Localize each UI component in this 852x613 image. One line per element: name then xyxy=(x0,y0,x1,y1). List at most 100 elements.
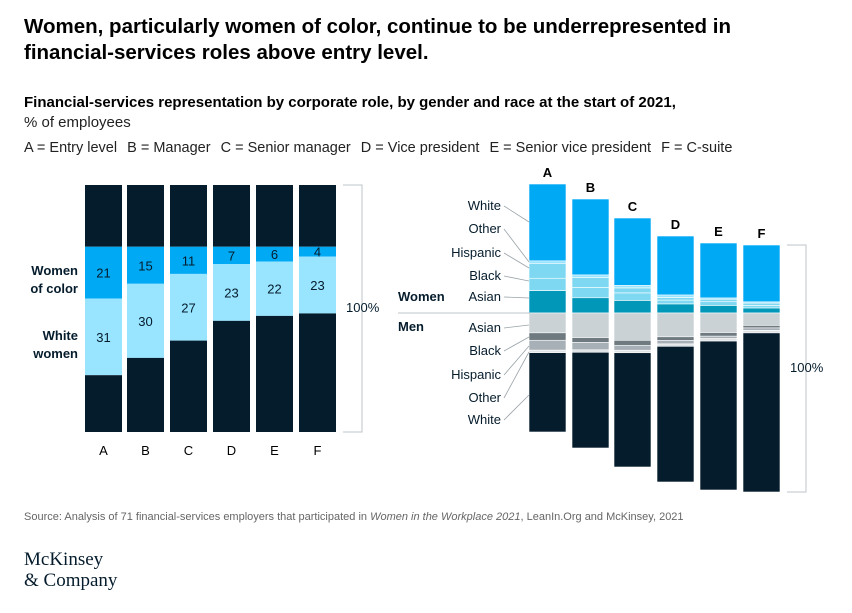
legend-item-a: A = Entry level xyxy=(24,140,118,156)
women-white-bar xyxy=(742,244,781,303)
men-hispanic-bar xyxy=(742,327,781,331)
source-suffix: , LeanIn.Org and McKinsey, 2021 xyxy=(520,511,684,523)
left-axis-label: F xyxy=(314,443,322,458)
women-of-color-value: 21 xyxy=(96,266,110,281)
men-bar-segment-bottom xyxy=(85,375,122,432)
men-white-bar xyxy=(528,352,567,433)
women-asian-bar xyxy=(528,290,567,314)
women-other-bar xyxy=(656,294,695,298)
white-women-value: 31 xyxy=(96,330,110,345)
men-black-bar xyxy=(571,337,610,343)
left-total-label: 100% xyxy=(346,300,380,315)
right-axis-label: F xyxy=(758,226,766,241)
men-bar-segment-top xyxy=(170,185,207,247)
women-black-bar xyxy=(656,299,695,305)
women-other-bar xyxy=(613,285,652,289)
women-of-color-bar xyxy=(127,246,164,284)
women-other-label: Other xyxy=(468,221,501,236)
leader-line xyxy=(503,296,530,299)
legend-item-e: E = Senior vice president xyxy=(489,140,652,156)
legend-item-d: D = Vice president xyxy=(360,140,480,156)
women-white-bar xyxy=(699,242,738,299)
white-women-bar xyxy=(256,261,293,316)
men-white-bar xyxy=(742,332,781,493)
men-bar-segment-top xyxy=(85,185,122,247)
men-hispanic-bar xyxy=(528,339,567,351)
women-white-bar xyxy=(571,198,610,276)
women-of-color-value: 15 xyxy=(138,258,152,273)
women-hispanic-bar xyxy=(699,298,738,303)
men-hispanic-bar xyxy=(571,342,610,351)
men-asian-label: Asian xyxy=(468,320,501,335)
women-other-bar xyxy=(528,260,567,264)
source-prefix: Source: Analysis of 71 financial-service… xyxy=(24,511,371,523)
unit-label: % of employees xyxy=(24,114,131,131)
women-hispanic-bar xyxy=(528,263,567,279)
women-black-bar xyxy=(571,287,610,299)
men-hispanic-bar xyxy=(699,335,738,339)
men-bar-segment-bottom xyxy=(213,320,250,432)
men-asian-bar xyxy=(742,312,781,326)
women-asian-bar xyxy=(656,303,695,314)
women-group-label: Women xyxy=(398,289,445,304)
men-other-bar xyxy=(656,343,695,347)
women-of-color-value: 4 xyxy=(314,245,321,260)
men-other-bar xyxy=(528,349,567,353)
legend-item-b: B = Manager xyxy=(127,140,211,156)
white-women-bar xyxy=(85,298,122,376)
leader-line xyxy=(503,351,530,399)
men-black-bar xyxy=(742,325,781,329)
brand-line-2: & Company xyxy=(24,570,118,591)
men-other-bar xyxy=(571,349,610,353)
men-black-label: Black xyxy=(469,343,501,358)
white-women-bar xyxy=(299,256,336,314)
white-women-bar xyxy=(127,283,164,358)
women-of-color-bar xyxy=(170,246,207,274)
leader-line xyxy=(503,205,530,223)
leader-line xyxy=(503,345,530,376)
leader-line xyxy=(503,324,530,329)
leader-line xyxy=(503,336,530,352)
left-axis-label: A xyxy=(99,443,108,458)
women-other-bar xyxy=(571,274,610,278)
women-of-color-value: 6 xyxy=(271,247,278,262)
women-of-color-value: 7 xyxy=(228,248,235,263)
men-asian-bar xyxy=(528,312,567,334)
white-women-value: 30 xyxy=(138,314,152,329)
men-other-bar xyxy=(613,349,652,354)
men-bar-segment-top xyxy=(299,185,336,247)
women-asian-label: Asian xyxy=(468,289,501,304)
mckinsey-logo: McKinsey & Company xyxy=(24,549,117,591)
women-black-bar xyxy=(742,305,781,309)
chart-subtitle: Financial-services representation by cor… xyxy=(24,94,676,111)
men-black-bar xyxy=(613,340,652,346)
role-legend: A = Entry level B = Manager C = Senior m… xyxy=(24,140,738,156)
men-black-bar xyxy=(656,336,695,341)
women-white-label: White xyxy=(468,198,501,213)
right-axis-label: E xyxy=(714,224,723,239)
white-women-bar xyxy=(170,273,207,341)
men-white-bar xyxy=(699,340,738,491)
men-bar-segment-top xyxy=(127,185,164,247)
men-white-bar xyxy=(613,352,652,468)
right-axis-label: B xyxy=(586,180,595,195)
men-asian-bar xyxy=(656,312,695,338)
men-group-label: Men xyxy=(398,319,424,334)
white-women-label-line1: White xyxy=(43,328,78,343)
legend-item-f: F = C-suite xyxy=(661,140,733,156)
women-hispanic-label: Hispanic xyxy=(451,245,501,260)
men-asian-bar xyxy=(699,312,738,333)
white-women-bar xyxy=(213,264,250,321)
men-white-label: White xyxy=(468,412,501,427)
men-white-bar xyxy=(571,351,610,449)
men-black-bar xyxy=(528,332,567,341)
left-axis-label: D xyxy=(227,443,236,458)
women-of-color-bar xyxy=(85,246,122,299)
women-asian-bar xyxy=(742,307,781,314)
white-women-value: 22 xyxy=(267,282,281,297)
men-bar-segment-top xyxy=(256,185,293,247)
leader-line xyxy=(503,394,530,421)
men-other-bar xyxy=(742,330,781,334)
source-italic: Women in the Workplace 2021 xyxy=(370,511,521,523)
